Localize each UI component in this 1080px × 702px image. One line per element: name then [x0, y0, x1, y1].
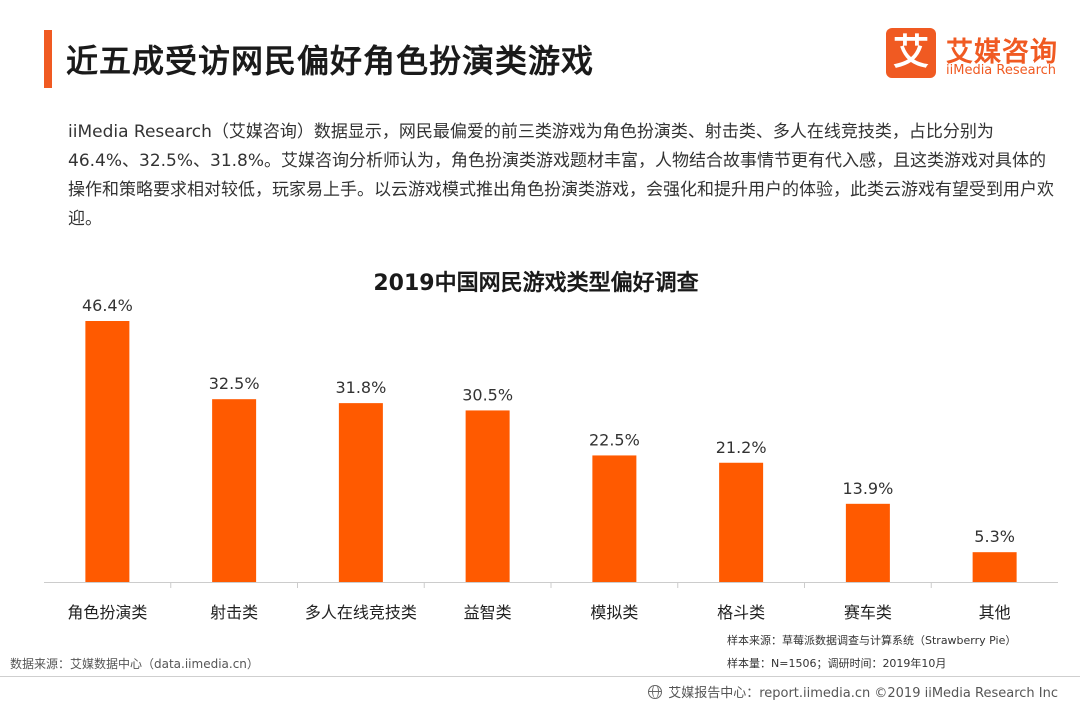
category-label: 其他: [979, 603, 1011, 622]
bar-value-label: 30.5%: [462, 385, 513, 404]
category-label: 角色扮演类: [67, 603, 147, 622]
bar-value-label: 21.2%: [716, 438, 767, 457]
category-label: 益智类: [464, 603, 512, 622]
iimedia-logo: 艾 艾媒咨询 iiMedia Research: [886, 28, 1066, 84]
chart-title: 2019中国网民游戏类型偏好调查: [373, 270, 698, 296]
summary-paragraph: iiMedia Research（艾媒咨询）数据显示，网民最偏爱的前三类游戏为角…: [68, 122, 1054, 229]
title-accent-bar: [44, 30, 52, 88]
bar-value-label: 32.5%: [209, 374, 260, 393]
footer-divider: [0, 676, 1080, 677]
sample-size-note: 样本量：N=1506；调研时间：2019年10月: [727, 657, 947, 670]
bar-2: [212, 399, 257, 582]
logo-mark: 艾: [886, 28, 936, 78]
category-label: 赛车类: [844, 603, 892, 622]
bar-value-label: 22.5%: [589, 430, 640, 449]
category-label: 射击类: [210, 603, 258, 622]
bar-value-label: 13.9%: [842, 479, 893, 498]
bar-5: [592, 455, 637, 582]
sample-source-note: 样本来源：草莓派数据调查与计算系统（Strawberry Pie）: [727, 634, 1017, 647]
bar-value-label: 5.3%: [974, 527, 1015, 546]
category-label: 多人在线竞技类: [305, 603, 417, 622]
category-label: 格斗类: [717, 603, 765, 622]
bar-6: [719, 462, 764, 582]
bar-8: [972, 552, 1017, 582]
footer-text: 艾媒报告中心：report.iimedia.cn ©2019 iiMedia R…: [668, 686, 1058, 701]
footer: 艾媒报告中心：report.iimedia.cn ©2019 iiMedia R…: [648, 682, 1058, 701]
category-label: 模拟类: [590, 603, 638, 622]
logo-name-en: iiMedia Research: [946, 63, 1057, 78]
bar-4: [465, 410, 510, 582]
bar-3: [338, 403, 383, 582]
bar-1: [85, 321, 130, 582]
globe-icon: [648, 684, 663, 699]
page-title: 近五成受访网民偏好角色扮演类游戏: [66, 42, 595, 80]
bar-value-label: 31.8%: [335, 378, 386, 397]
logo-name-cn: 艾媒咨询: [946, 37, 1058, 68]
bar-7: [845, 503, 890, 582]
bar-value-label: 46.4%: [82, 296, 133, 315]
data-source-note: 数据来源：艾媒数据中心（data.iimedia.cn）: [10, 657, 259, 671]
